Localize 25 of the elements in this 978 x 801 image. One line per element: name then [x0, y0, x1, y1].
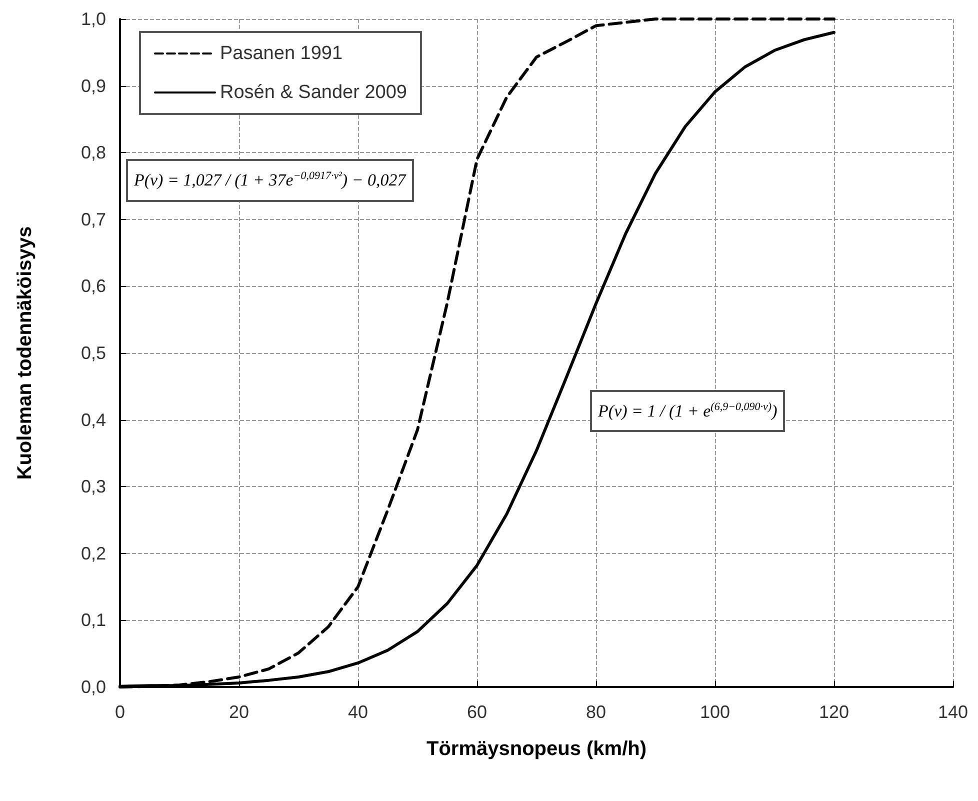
x-tick-label: 20: [228, 702, 250, 722]
x-tick-label: 100: [700, 702, 730, 722]
y-tick-label: 0,9: [80, 76, 106, 96]
y-tick-label: 0,6: [80, 276, 106, 296]
x-tick-label: 80: [586, 702, 606, 722]
annotation: P(v) = 1,027 / (1 + 37e$^{−0,0917·v²}$) − 0,027: [126, 159, 414, 202]
y-tick-label: 0,8: [80, 142, 106, 163]
x-tick-label: 60: [466, 702, 488, 722]
y-tick-label: 0,7: [80, 209, 106, 230]
y-tick-label: 0,1: [80, 610, 106, 630]
y-tick-label: 1,0: [80, 9, 106, 29]
y-tick-label: 0,3: [80, 476, 106, 497]
legend-label: Rosén & Sander 2009: [220, 82, 407, 103]
y-tick-label: 0,5: [80, 343, 106, 363]
x-tick-label: 140: [938, 702, 968, 722]
x-tick-label: 120: [818, 702, 850, 722]
y-tick-label: 0,2: [80, 543, 106, 564]
y-axis-title: Kuoleman todennäköisyys: [14, 226, 36, 480]
legend-label: Pasanen 1991: [220, 43, 343, 64]
x-axis-title: Törmäysnopeus (km/h): [426, 738, 647, 760]
x-tick-label: 0: [114, 702, 126, 722]
x-tick-label: 40: [348, 702, 368, 722]
annotation: P(v) = 1 / (1 + e$^{(6,9−0,090·v)}$): [590, 390, 786, 432]
y-tick-label: 0,4: [80, 410, 106, 430]
y-tick-label: 0,0: [80, 677, 106, 697]
